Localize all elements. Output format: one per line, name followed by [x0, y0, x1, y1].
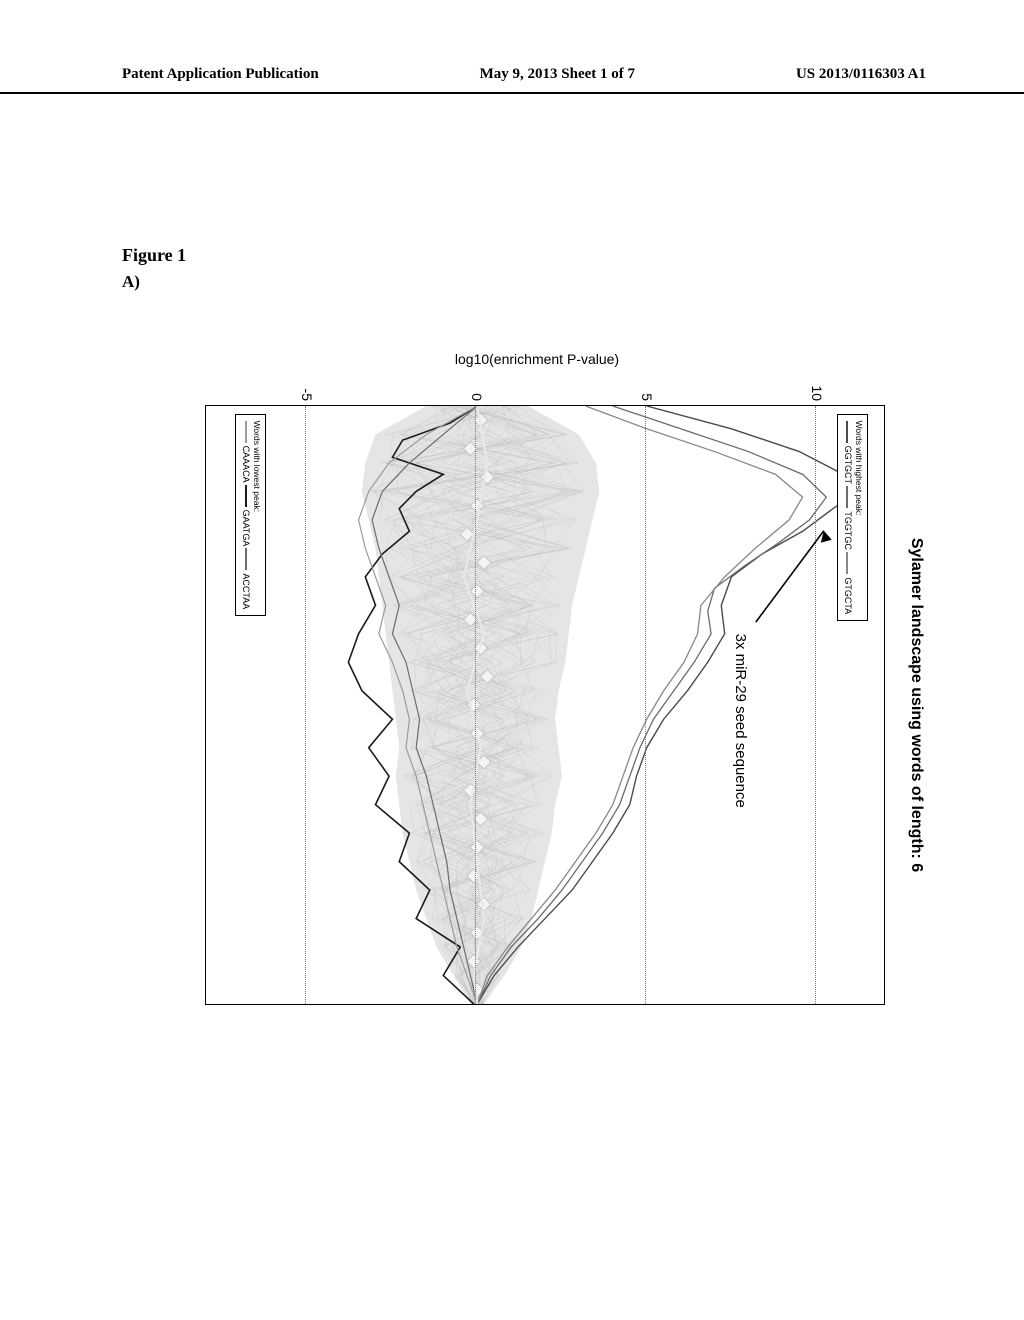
panel-label: A) — [122, 272, 140, 292]
header-center: May 9, 2013 Sheet 1 of 7 — [480, 66, 635, 83]
header-left: Patent Application Publication — [122, 66, 319, 83]
chart-title: Sylamer landscape using words of length:… — [907, 335, 925, 1075]
y-tick-label: 10 — [809, 373, 825, 401]
y-axis-label: log10(enrichment P-value) — [235, 349, 915, 369]
y-tick-label: 5 — [639, 373, 655, 401]
legend-bottom: Words with lowest peak:CAAACA GAATGA ACC… — [235, 414, 266, 617]
sylamer-chart: Sylamer landscape using words of length:… — [105, 335, 915, 1075]
header-right: US 2013/0116303 A1 — [796, 66, 926, 83]
figure-label: Figure 1 — [122, 245, 186, 266]
patent-header: Patent Application Publication May 9, 20… — [0, 66, 1024, 94]
annotation-arrow — [205, 405, 885, 1005]
y-tick-label: 0 — [469, 373, 485, 401]
legend-top: Words with highest peak:GGTGCT TGGTGC GT… — [837, 414, 868, 622]
y-tick-label: -5 — [299, 373, 315, 401]
